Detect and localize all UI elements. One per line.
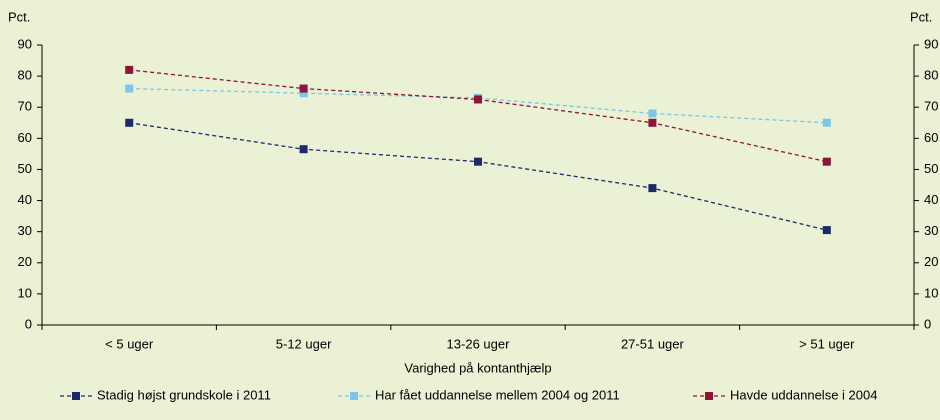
y2-tick-label: 50 — [924, 161, 938, 176]
y2-tick-label: 30 — [924, 223, 938, 238]
point — [125, 65, 134, 74]
point — [474, 95, 482, 104]
point — [299, 145, 308, 154]
y-tick-label: 0 — [25, 316, 32, 331]
point — [648, 184, 657, 193]
x-tick-label: 5-12 uger — [276, 336, 332, 351]
point — [822, 118, 831, 127]
point — [299, 84, 308, 93]
y2-tick-label: 20 — [924, 254, 938, 269]
y2-axis-label: Pct. — [910, 9, 932, 24]
point — [125, 84, 134, 93]
series-line — [129, 87, 827, 124]
x-tick-label: 13-26 uger — [447, 336, 511, 351]
y2-tick-label: 90 — [924, 36, 938, 51]
x-tick-label: 27-51 uger — [621, 336, 685, 351]
x-tick-label: > 51 uger — [799, 336, 855, 351]
legend-marker — [72, 392, 80, 400]
x-tick-label: < 5 uger — [105, 336, 154, 351]
y2-tick-label: 70 — [924, 99, 938, 114]
y-tick-label: 80 — [18, 68, 32, 83]
y-tick-label: 10 — [18, 285, 32, 300]
point — [648, 118, 657, 127]
y-tick-label: 20 — [18, 254, 32, 269]
legend-marker — [350, 392, 358, 400]
point — [299, 89, 308, 98]
y-tick-label: 90 — [18, 36, 32, 51]
y-tick-label: 50 — [18, 161, 32, 176]
point — [822, 226, 831, 235]
y-tick-label: 40 — [18, 192, 32, 207]
legend-label: Stadig højst grundskole i 2011 — [97, 387, 271, 402]
point — [125, 118, 134, 127]
legend-label: Havde uddannelse i 2004 — [730, 387, 877, 402]
y2-tick-label: 40 — [924, 192, 938, 207]
y2-tick-label: 0 — [924, 316, 931, 331]
point — [822, 157, 831, 166]
y2-tick-label: 60 — [924, 130, 938, 145]
y-tick-label: 60 — [18, 130, 32, 145]
point — [474, 157, 482, 166]
y-tick-label: 70 — [18, 99, 32, 114]
y-axis-label: Pct. — [8, 9, 30, 24]
legend-label: Har fået uddannelse mellem 2004 og 2011 — [375, 387, 620, 402]
x-axis-label: Varighed på kontanthjælp — [404, 360, 551, 375]
y2-tick-label: 10 — [924, 285, 938, 300]
point — [648, 109, 657, 118]
y-tick-label: 30 — [18, 223, 32, 238]
legend-marker — [705, 392, 713, 400]
y2-tick-label: 80 — [924, 68, 938, 83]
